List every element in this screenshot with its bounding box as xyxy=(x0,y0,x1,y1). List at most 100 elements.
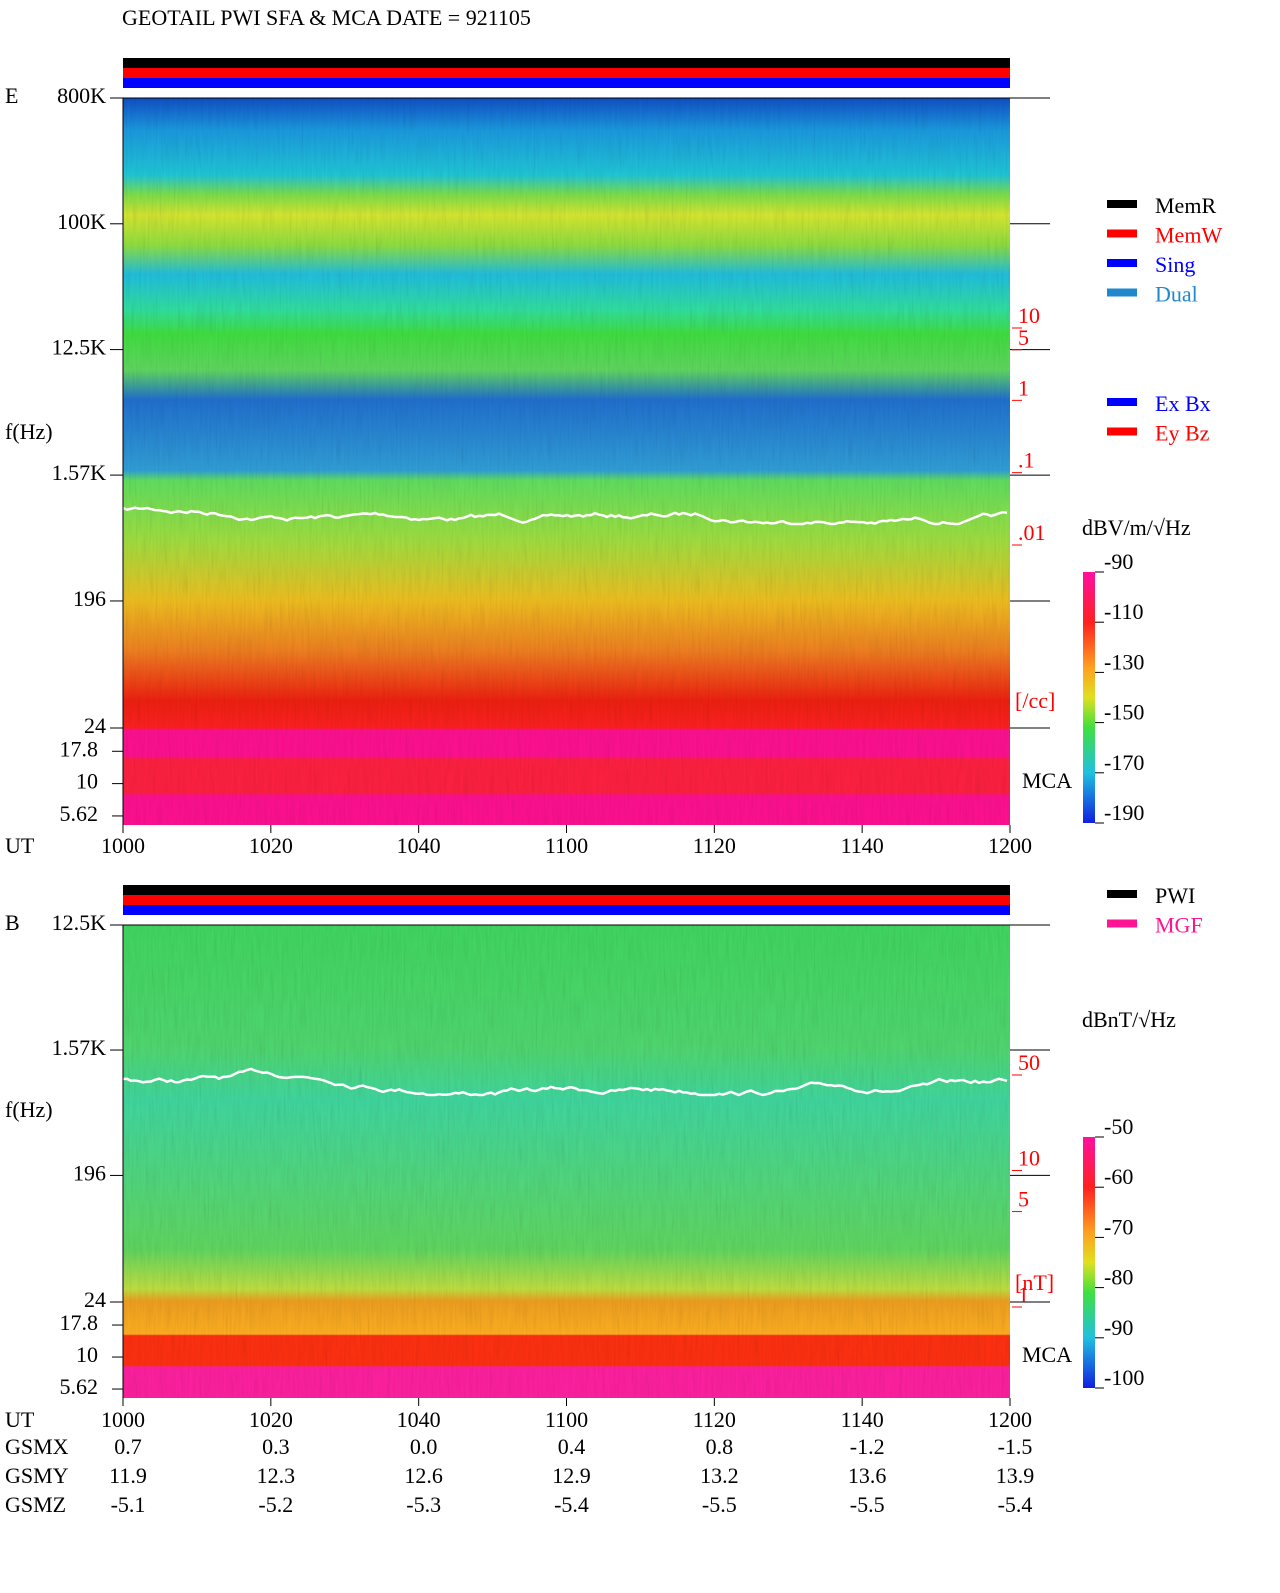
orbit-value: 0.4 xyxy=(558,1434,586,1459)
orbit-value: 13.9 xyxy=(996,1463,1035,1488)
orbit-value: 13.2 xyxy=(700,1463,739,1488)
mca-channel-label: 10 xyxy=(76,1342,98,1367)
legend-swatch xyxy=(1107,288,1137,297)
x-tick-label: 1100 xyxy=(545,1407,588,1432)
status-bar xyxy=(123,58,1010,68)
legend-swatch xyxy=(1107,200,1137,208)
orbit-value: 12.6 xyxy=(404,1463,443,1488)
colorbar-tick-label: -70 xyxy=(1104,1214,1133,1239)
mca-channel-label: 17.8 xyxy=(60,1310,99,1335)
y2-tick-label: .1 xyxy=(1018,448,1035,473)
colorbar-tick-label: -80 xyxy=(1104,1265,1133,1290)
x-tick-label: 1020 xyxy=(249,1407,293,1432)
x-tick-label: 1040 xyxy=(397,1407,441,1432)
x-tick-label: 1120 xyxy=(693,1407,736,1432)
colorbar-tick-label: -50 xyxy=(1104,1114,1133,1139)
colorbar xyxy=(1083,572,1095,823)
y2-tick-label: 1 xyxy=(1018,375,1029,400)
y2-tick-label: 50 xyxy=(1018,1050,1040,1075)
status-bar xyxy=(123,885,1010,895)
x-axis-label: UT xyxy=(5,1407,35,1432)
colorbar-tick-label: -130 xyxy=(1104,649,1144,674)
legend-label: Sing xyxy=(1155,252,1195,277)
orbit-value: -5.1 xyxy=(111,1492,146,1517)
orbit-value: 0.8 xyxy=(706,1434,734,1459)
y-tick-label: 196 xyxy=(73,1160,106,1185)
y2-tick-label: 5 xyxy=(1018,325,1029,350)
title: GEOTAIL PWI SFA & MCA DATE = 921105 xyxy=(122,5,531,30)
colorbar-label: dBnT/√Hz xyxy=(1082,1007,1176,1032)
orbit-value: 12.3 xyxy=(257,1463,296,1488)
x-tick-label: 1040 xyxy=(397,833,441,858)
mca-label: MCA xyxy=(1022,1342,1072,1367)
y2-tick-label: 10 xyxy=(1018,1145,1040,1170)
colorbar-tick-label: -190 xyxy=(1104,800,1144,825)
y-tick-label: 24 xyxy=(84,713,106,738)
orbit-value: 12.9 xyxy=(552,1463,591,1488)
y2-tick-label: 1 xyxy=(1018,1282,1029,1307)
spectrogram-texture xyxy=(123,925,1010,1398)
y2-unit: [nT] xyxy=(1015,1270,1054,1295)
y-tick-label: 24 xyxy=(84,1287,106,1312)
plasma-line xyxy=(122,506,1008,526)
orbit-label: GSMY xyxy=(5,1463,69,1488)
x-tick-label: 1200 xyxy=(988,833,1032,858)
mca-channel-label: 17.8 xyxy=(60,736,99,761)
orbit-value: 11.9 xyxy=(109,1463,147,1488)
x-tick-label: 1100 xyxy=(545,833,588,858)
mca-channel-label: 10 xyxy=(76,769,98,794)
legend-label: MGF xyxy=(1155,913,1203,938)
y2-tick-label: 5 xyxy=(1018,1187,1029,1212)
x-tick-label: 1120 xyxy=(693,833,736,858)
orbit-value: 0.7 xyxy=(114,1434,142,1459)
legend-label: PWI xyxy=(1155,883,1195,908)
x-tick-label: 1200 xyxy=(988,1407,1032,1432)
status-bar xyxy=(123,895,1010,905)
orbit-value: 13.6 xyxy=(848,1463,887,1488)
orbit-value: -5.5 xyxy=(702,1492,737,1517)
legend-swatch xyxy=(1107,398,1137,406)
legend-swatch xyxy=(1107,259,1137,267)
x-tick-label: 1140 xyxy=(841,1407,884,1432)
mca-channel-label: 5.62 xyxy=(60,1374,99,1399)
panel-label: E xyxy=(5,83,18,108)
y-tick-label: 1.57K xyxy=(52,460,107,485)
colorbar-tick-label: -150 xyxy=(1104,700,1144,725)
y-axis-label: f(Hz) xyxy=(5,1097,53,1122)
orbit-value: -1.5 xyxy=(998,1434,1033,1459)
legend-swatch xyxy=(1107,229,1137,238)
y2-tick-label: .01 xyxy=(1018,520,1046,545)
orbit-value: -1.2 xyxy=(850,1434,885,1459)
legend-label: Ey Bz xyxy=(1155,421,1210,446)
legend-swatch xyxy=(1107,890,1137,898)
legend-label: Dual xyxy=(1155,282,1198,307)
y-tick-label: 12.5K xyxy=(52,335,107,360)
colorbar-tick-label: -170 xyxy=(1104,750,1144,775)
mca-label: MCA xyxy=(1022,768,1072,793)
orbit-label: GSMZ xyxy=(5,1492,66,1517)
x-axis-label: UT xyxy=(5,833,35,858)
x-tick-label: 1000 xyxy=(101,833,145,858)
y-tick-label: 196 xyxy=(73,586,106,611)
spectrogram-texture xyxy=(123,98,1010,825)
orbit-value: 0.0 xyxy=(410,1434,438,1459)
legend-label: MemW xyxy=(1155,223,1222,248)
colorbar-label: dBV/m/√Hz xyxy=(1082,515,1191,540)
orbit-value: 0.3 xyxy=(262,1434,290,1459)
y2-unit: [/cc] xyxy=(1015,688,1055,713)
colorbar-tick-label: -110 xyxy=(1104,599,1144,624)
y-axis-label: f(Hz) xyxy=(5,419,53,444)
colorbar xyxy=(1083,1137,1095,1388)
orbit-value: -5.2 xyxy=(258,1492,293,1517)
orbit-value: -5.4 xyxy=(554,1492,589,1517)
panel-label: B xyxy=(5,910,20,935)
x-tick-label: 1000 xyxy=(101,1407,145,1432)
status-bar xyxy=(123,68,1010,78)
colorbar-tick-label: -90 xyxy=(1104,549,1133,574)
colorbar-tick-label: -100 xyxy=(1104,1365,1144,1390)
legend-swatch xyxy=(1107,427,1137,436)
status-bar xyxy=(123,905,1010,915)
legend-swatch xyxy=(1107,919,1137,928)
orbit-label: GSMX xyxy=(5,1434,69,1459)
